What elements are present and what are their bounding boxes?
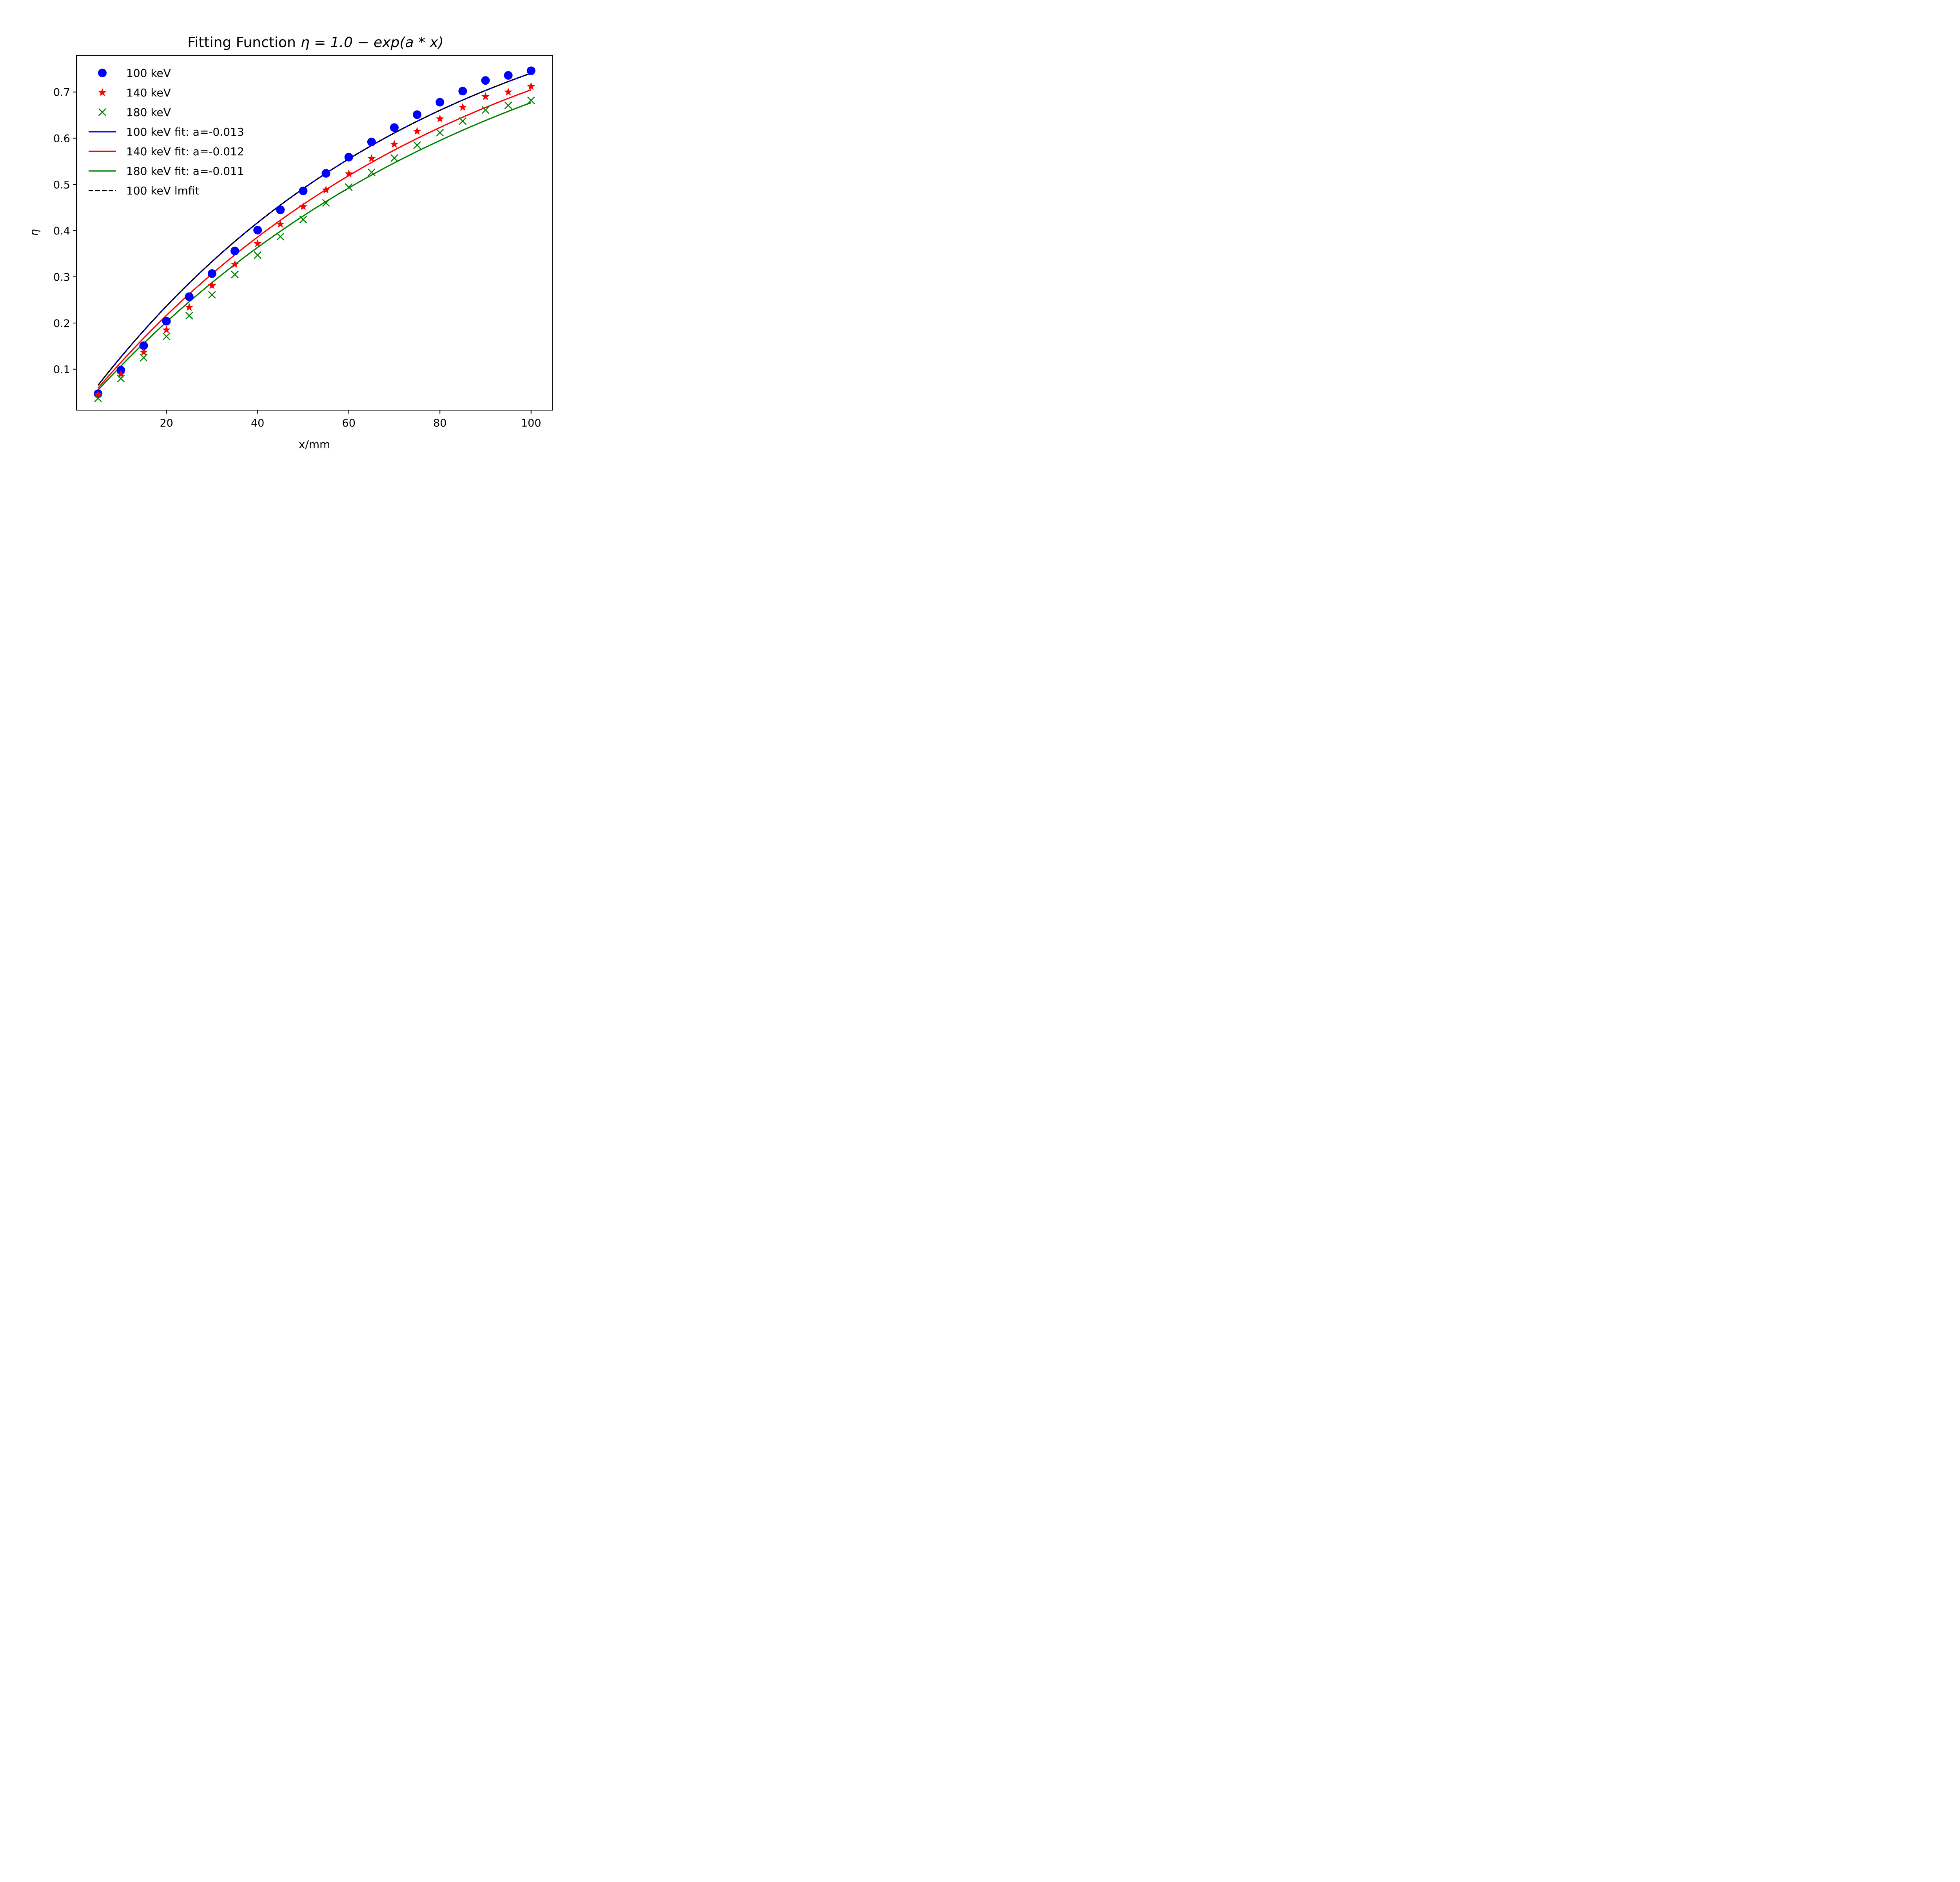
fit-lines (97, 73, 532, 391)
data-point (345, 169, 353, 178)
data-point (185, 292, 194, 301)
data-point (140, 348, 148, 356)
data-point (436, 129, 444, 137)
x-tick-label: 100 (521, 417, 541, 429)
y-tick-label: 0.1 (53, 364, 70, 376)
fit-line (98, 102, 532, 391)
data-point (459, 117, 467, 125)
legend-label: 100 keV (126, 67, 171, 80)
data-point (94, 394, 102, 402)
data-point (276, 220, 285, 228)
data-point (116, 370, 125, 378)
data-point (276, 233, 285, 241)
legend-swatch (98, 88, 107, 96)
data-point (481, 106, 490, 114)
data-point (276, 205, 285, 214)
y-tick-label: 0.5 (53, 179, 70, 191)
data-point (504, 101, 512, 109)
x-axis: 20 40 60 80 100 (160, 410, 541, 429)
data-point (253, 226, 262, 235)
data-point (458, 87, 467, 96)
y-tick-label: 0.6 (53, 133, 70, 145)
chart-title: Fitting Function η = 1.0 − exp(a * x) (187, 35, 443, 51)
legend-label: 180 keV (126, 106, 171, 119)
y-tick-label: 0.3 (53, 271, 70, 283)
y-axis: 0.1 0.2 0.3 0.4 0.5 0.6 0.7 (53, 87, 76, 376)
legend-label: 180 keV fit: a=-0.011 (126, 165, 244, 178)
x-tick-label: 80 (433, 417, 446, 429)
data-point (367, 154, 376, 162)
legend-label: 140 keV (126, 86, 171, 99)
data-point (481, 76, 490, 85)
markers (94, 66, 535, 402)
data-point (436, 98, 445, 107)
data-point (117, 374, 125, 383)
title-formula: η = 1.0 − exp(a * x) (301, 35, 444, 51)
axes-frame (76, 55, 553, 411)
data-point (230, 247, 240, 256)
data-point (526, 66, 535, 75)
data-point (436, 114, 444, 122)
data-point (413, 141, 421, 149)
data-point (481, 92, 490, 100)
data-point (231, 271, 239, 279)
data-point (207, 269, 216, 278)
data-point (321, 169, 330, 178)
data-point (162, 317, 171, 326)
y-axis-label: η (28, 229, 41, 236)
legend-label: 100 keV fit: a=-0.013 (126, 125, 244, 138)
data-point (390, 123, 399, 132)
data-point (185, 303, 194, 311)
data-point (322, 185, 330, 194)
data-point (230, 260, 239, 268)
data-point (527, 96, 535, 104)
data-point (162, 325, 171, 334)
data-point (504, 87, 513, 96)
legend-label: 100 keV lmfit (126, 184, 200, 197)
legend-swatch (98, 69, 107, 77)
fit-line (98, 89, 532, 389)
data-point (390, 154, 398, 162)
data-point (140, 354, 148, 362)
data-point (345, 183, 353, 191)
data-point (367, 137, 376, 146)
chart: Fitting Function η = 1.0 − exp(a * x) 20 4… (0, 0, 608, 455)
data-point (208, 281, 216, 289)
data-point (367, 168, 376, 176)
data-point (458, 103, 467, 111)
y-tick-label: 0.2 (53, 318, 70, 330)
data-point (299, 186, 308, 195)
data-point (390, 140, 399, 148)
data-point (208, 291, 216, 299)
legend: 100 keV 140 keV 180 keV 100 keV fit: a=-0.0… (89, 67, 244, 197)
data-point (254, 251, 262, 259)
data-point (527, 82, 535, 90)
fit-line (97, 73, 532, 386)
legend-swatch (98, 108, 106, 116)
data-point (504, 71, 513, 80)
y-tick-label: 0.4 (53, 225, 70, 237)
data-point (139, 341, 148, 350)
y-tick-label: 0.7 (53, 87, 70, 99)
x-tick-label: 60 (342, 417, 356, 429)
data-point (162, 332, 171, 340)
x-axis-label: x/mm (299, 438, 330, 451)
data-point (413, 127, 421, 135)
legend-label: 140 keV fit: a=-0.012 (126, 145, 244, 158)
data-point (94, 390, 102, 398)
x-tick-label: 40 (251, 417, 264, 429)
data-point (344, 153, 353, 162)
figure-background (0, 0, 608, 455)
data-point (253, 239, 262, 247)
data-point (413, 110, 422, 119)
data-point (299, 215, 307, 223)
title-text: Fitting Function (187, 35, 296, 51)
data-point (322, 199, 330, 207)
data-point (185, 312, 193, 320)
data-point (299, 202, 307, 210)
x-tick-label: 20 (160, 417, 173, 429)
